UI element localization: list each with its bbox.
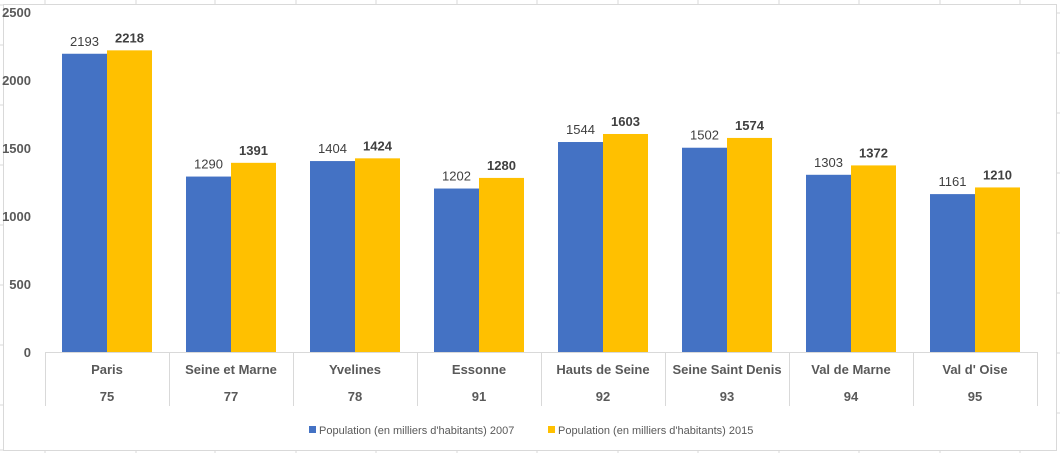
bar (434, 188, 479, 352)
y-tick-label: 2000 (2, 73, 31, 88)
bar (558, 142, 603, 352)
data-label: 1290 (194, 157, 223, 172)
y-tick-label: 0 (24, 345, 31, 360)
bar (107, 50, 152, 353)
bars (62, 50, 1020, 353)
x-tick-label: Paris (91, 362, 123, 377)
y-tick-label: 1000 (2, 209, 31, 224)
chart-area-border (3, 4, 1057, 451)
data-label: 2218 (115, 30, 144, 45)
data-label: 1372 (859, 145, 888, 160)
y-axis: 0 500 1000 1500 2000 2500 (2, 5, 31, 360)
bar (479, 177, 524, 352)
x-tick-code: 78 (348, 389, 362, 404)
x-tick-label: Hauts de Seine (556, 362, 649, 377)
data-label: 1574 (735, 118, 765, 133)
x-tick-label: Essonne (452, 362, 506, 377)
bar (851, 165, 896, 352)
x-tick-code: 77 (224, 389, 238, 404)
bar (603, 133, 648, 352)
data-label: 2193 (70, 34, 99, 49)
x-tick-label: Seine et Marne (185, 362, 277, 377)
data-labels: 2193 1290 1404 1202 1544 1502 1303 1161 2218 1391… (70, 30, 1012, 189)
x-tick-label: Yvelines (329, 362, 381, 377)
x-tick-code: 94 (844, 389, 859, 404)
x-axis: Paris 75 Seine et Marne 77 Yvelines 78 Essonne… (45, 352, 1038, 406)
data-label: 1404 (318, 141, 347, 156)
legend-swatch (548, 426, 555, 433)
bar (806, 174, 851, 352)
x-tick-code: 95 (968, 389, 982, 404)
y-tick-label: 500 (9, 277, 31, 292)
data-label: 1280 (487, 158, 516, 173)
legend-label: Population (en milliers d'habitants) 200… (319, 425, 514, 437)
x-tick-label: Seine Saint Denis (672, 362, 781, 377)
data-label: 1603 (611, 114, 640, 129)
bar (62, 53, 107, 352)
data-label: 1502 (690, 128, 719, 143)
x-tick-label: Val de Marne (811, 362, 890, 377)
y-tick-label: 1500 (2, 141, 31, 156)
x-tick-code: 93 (720, 389, 734, 404)
bar (930, 194, 975, 352)
bar (727, 137, 772, 352)
data-label: 1210 (983, 167, 1012, 182)
data-label: 1544 (566, 122, 595, 137)
x-tick-label: Val d' Oise (942, 362, 1007, 377)
bar (231, 162, 276, 352)
bar (682, 147, 727, 352)
x-tick-code: 92 (596, 389, 610, 404)
bar (310, 161, 355, 352)
bar (975, 187, 1020, 352)
data-label: 1424 (363, 138, 393, 153)
data-label: 1303 (814, 155, 843, 170)
data-label: 1202 (442, 169, 471, 184)
bar (355, 158, 400, 352)
data-label: 1161 (939, 174, 967, 189)
legend-label: Population (en milliers d'habitants) 201… (558, 425, 753, 437)
x-tick-code: 91 (472, 389, 486, 404)
bar (186, 176, 231, 352)
y-tick-label: 2500 (2, 5, 31, 20)
x-tick-code: 75 (100, 389, 114, 404)
legend-swatch (309, 426, 316, 433)
legend: Population (en milliers d'habitants) 200… (309, 425, 753, 437)
data-label: 1391 (239, 143, 268, 158)
